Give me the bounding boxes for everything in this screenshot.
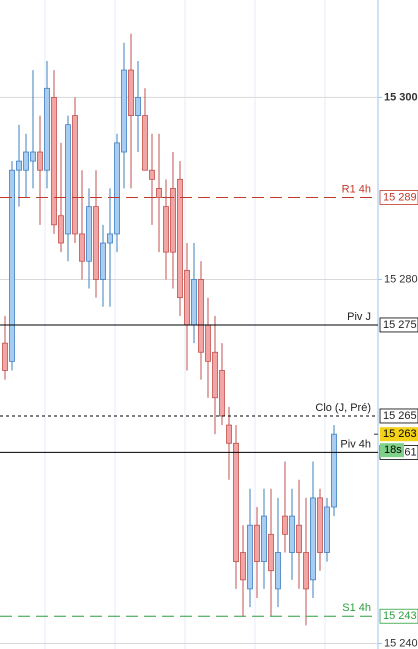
candle-body — [254, 524, 260, 563]
candle-body — [72, 115, 78, 235]
candle-body — [100, 242, 106, 280]
candle-body — [23, 151, 29, 171]
candle-body — [184, 269, 190, 326]
candle-body — [268, 533, 274, 572]
candle-body — [170, 188, 176, 253]
candle-body — [240, 552, 246, 581]
candle-body — [79, 233, 85, 262]
candle-body — [163, 206, 169, 253]
candle-body — [296, 524, 302, 553]
candle-body — [107, 233, 113, 244]
level-value-box — [379, 190, 418, 205]
level-value: 15 243 — [383, 610, 417, 622]
candle-body — [93, 206, 99, 280]
candle-body — [212, 351, 218, 399]
current-price: 15 263 — [383, 428, 417, 440]
candle-body — [317, 497, 323, 553]
current-price-box — [380, 427, 418, 442]
level-label: Piv J — [347, 311, 371, 323]
candle-body — [114, 142, 120, 235]
candle-body — [324, 506, 330, 553]
candle-body — [247, 524, 253, 590]
countdown-box — [380, 443, 404, 458]
level-value: 15 275 — [383, 319, 417, 331]
level-label: R1 4h — [342, 183, 371, 195]
candle-body — [121, 69, 127, 153]
candle-body — [303, 552, 309, 590]
candle-body — [191, 279, 197, 326]
level-value-box — [379, 408, 418, 424]
candle-body — [310, 497, 316, 581]
candle-body — [30, 151, 36, 162]
candle-body — [135, 96, 141, 117]
candle-body — [51, 96, 57, 226]
candle-body — [128, 69, 134, 117]
candle-body — [58, 215, 64, 244]
candle-body — [226, 424, 232, 444]
candle-body — [282, 515, 288, 535]
level-label: S1 4h — [342, 602, 371, 614]
candle-body — [275, 552, 281, 590]
level-label: Clo (J, Pré) — [315, 402, 371, 414]
candle-body — [233, 442, 239, 563]
candle-body — [149, 169, 155, 180]
candle-body — [331, 433, 337, 508]
candle-body — [219, 370, 225, 417]
candle-body — [9, 169, 15, 362]
level-label: Piv 4h — [340, 438, 371, 450]
y-tick-label: 15 300 — [384, 91, 418, 103]
candle-body — [44, 87, 50, 171]
level-value: 15 289 — [383, 191, 417, 203]
candle-body — [198, 279, 204, 353]
candle-body — [261, 515, 267, 563]
candle-body — [289, 515, 295, 553]
candle-body — [142, 115, 148, 171]
countdown: 18s — [384, 444, 402, 456]
candle-body — [16, 160, 22, 171]
y-tick-label: 15 280 — [384, 273, 418, 285]
candle-body — [177, 178, 183, 299]
y-tick-label: 15 240 — [384, 637, 418, 649]
candle-body — [156, 188, 162, 198]
level-value: 15 265 — [383, 410, 417, 422]
candle-body — [65, 124, 71, 235]
candle-body — [205, 324, 211, 362]
level-value-box — [379, 608, 418, 624]
candle-body — [37, 151, 43, 171]
level-value-box — [379, 317, 418, 333]
candle-body — [2, 342, 8, 371]
candle-body — [86, 206, 92, 262]
